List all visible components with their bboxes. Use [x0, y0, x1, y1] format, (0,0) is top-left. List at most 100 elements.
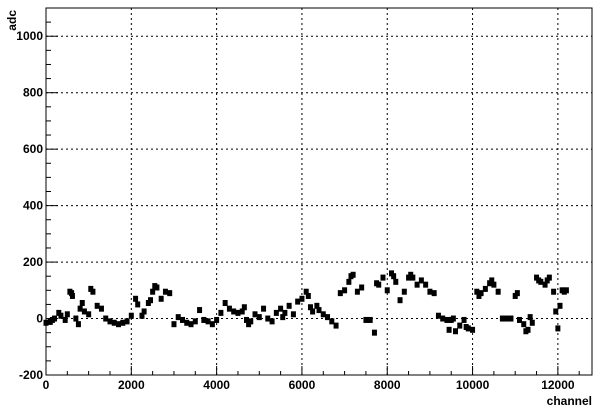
tick-labels: 0 2000 4000 6000 8000 10000 12000-200020040060…: [16, 29, 575, 392]
data-point: [209, 321, 215, 328]
data-point: [367, 316, 373, 323]
data-point: [128, 312, 134, 319]
data-point: [124, 318, 130, 325]
data-point: [414, 281, 420, 288]
data-point: [98, 305, 104, 312]
data-point: [474, 288, 480, 295]
data-point: [371, 329, 377, 336]
data-point: [482, 285, 488, 292]
data-point: [542, 281, 548, 288]
data-point: [546, 274, 552, 281]
data-point: [508, 315, 514, 322]
data-point: [359, 284, 365, 291]
data-point: [516, 316, 522, 323]
data-point: [239, 308, 245, 315]
data-point: [376, 281, 382, 288]
data-point: [218, 309, 224, 316]
data-point: [514, 290, 520, 297]
data-point: [450, 315, 456, 322]
data-point: [333, 322, 339, 329]
data-point: [171, 321, 177, 328]
data-point: [235, 309, 241, 316]
y-tick-label: 800: [23, 86, 43, 100]
data-point: [342, 287, 348, 294]
x-tick-label: 12000: [541, 378, 575, 392]
data-point: [504, 315, 510, 322]
data-point: [90, 288, 96, 295]
data-point: [363, 316, 369, 323]
x-tick-label: 2000: [118, 378, 145, 392]
data-point: [290, 311, 296, 318]
data-point: [320, 311, 326, 318]
x-tick-label: 10000: [456, 378, 490, 392]
data-point: [201, 316, 207, 323]
y-tick-label: 0: [36, 312, 43, 326]
data-point: [435, 312, 441, 319]
data-point: [538, 278, 544, 285]
data-point: [133, 295, 139, 302]
data-point: [69, 292, 75, 299]
data-point: [461, 316, 467, 323]
data-point: [521, 321, 527, 328]
data-point: [489, 277, 495, 284]
y-tick-label: 200: [23, 255, 43, 269]
data-point: [316, 307, 322, 314]
data-point: [346, 278, 352, 285]
data-point: [154, 284, 160, 291]
data-point: [62, 316, 68, 323]
data-point: [231, 308, 237, 315]
data-point: [303, 288, 309, 295]
data-point: [150, 288, 156, 295]
data-point: [175, 314, 181, 321]
data-point: [241, 304, 247, 311]
data-point: [73, 315, 79, 322]
data-point: [248, 318, 254, 325]
data-point: [79, 300, 85, 307]
data-point: [457, 322, 463, 329]
x-tick-label: 6000: [289, 378, 316, 392]
data-point: [64, 311, 70, 318]
data-point: [418, 277, 424, 284]
data-point: [226, 305, 232, 312]
data-point: [393, 278, 399, 285]
x-tick-label: 8000: [374, 378, 401, 392]
data-point: [525, 326, 531, 333]
data-point: [465, 325, 471, 332]
data-point: [350, 271, 356, 278]
data-point: [103, 315, 109, 322]
data-points: [43, 270, 569, 336]
x-tick-label: 4000: [203, 378, 230, 392]
data-point: [427, 288, 433, 295]
data-point: [252, 311, 258, 318]
data-point: [397, 297, 403, 304]
data-point: [188, 321, 194, 328]
data-point: [314, 302, 320, 309]
data-point: [286, 302, 292, 309]
data-point: [120, 319, 126, 326]
data-point: [243, 316, 249, 323]
data-point: [495, 288, 501, 295]
data-point: [329, 318, 335, 325]
data-point: [148, 297, 154, 304]
data-point: [222, 300, 228, 307]
data-point: [307, 304, 313, 311]
data-point: [269, 318, 275, 325]
y-tick-label: -200: [19, 368, 43, 382]
data-point: [77, 305, 83, 312]
y-tick-label: 1000: [16, 29, 43, 43]
data-point: [384, 287, 390, 294]
x-axis-label: channel: [547, 394, 592, 408]
data-point: [167, 290, 173, 297]
data-point: [499, 315, 505, 322]
data-point: [158, 295, 164, 302]
data-point: [444, 316, 450, 323]
data-point: [551, 288, 557, 295]
data-point: [273, 309, 279, 316]
data-point: [197, 307, 203, 314]
y-tick-label: 400: [23, 199, 43, 213]
data-point: [278, 305, 284, 312]
data-point: [555, 325, 561, 332]
data-point: [391, 273, 397, 280]
y-tick-label: 600: [23, 142, 43, 156]
data-point: [380, 274, 386, 281]
